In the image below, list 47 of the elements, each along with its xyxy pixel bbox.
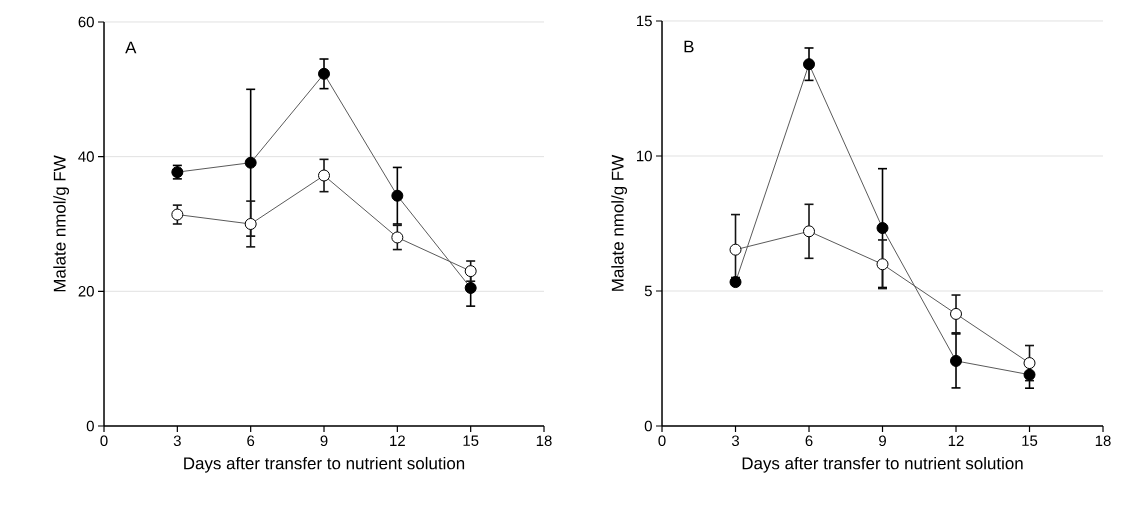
y-axis-title: Malate nmol/g FW: [611, 154, 628, 291]
x-tick-label: 3: [173, 435, 181, 447]
point: [318, 169, 331, 182]
point: [1023, 357, 1036, 370]
point: [318, 67, 331, 80]
y-tick-label: 5: [644, 285, 652, 297]
x-tick-label: 0: [100, 435, 108, 447]
point: [803, 58, 816, 71]
annotation: A: [125, 41, 137, 54]
point: [729, 243, 742, 256]
y-tick-label: 0: [644, 420, 652, 432]
point: [171, 208, 184, 221]
y-tick-label: 60: [78, 16, 94, 28]
x-tick-label: 9: [320, 435, 328, 447]
point: [464, 281, 477, 294]
x-tick-label: 18: [536, 435, 552, 447]
x-tick-label: 15: [1022, 435, 1038, 446]
x-tick-label: 6: [247, 435, 255, 447]
x-tick-label: 0: [658, 435, 666, 447]
point: [876, 222, 889, 235]
point: [464, 265, 477, 278]
x-tick-label: 12: [390, 435, 405, 446]
y-tick-label: 20: [78, 286, 94, 297]
x-tick-label: 3: [731, 435, 740, 447]
point: [876, 258, 889, 271]
point: [729, 276, 742, 289]
y-tick-label: 0: [86, 420, 94, 432]
y-tick-label: 40: [78, 151, 94, 162]
point: [244, 156, 257, 169]
x-tick-label: 15: [463, 435, 479, 446]
point: [950, 354, 963, 367]
x-tick-label: 6: [805, 435, 813, 447]
point: [244, 217, 257, 230]
y-axis-title: Malate nmol/g FW: [53, 155, 70, 292]
y-tick-label: 10: [637, 150, 652, 162]
point: [391, 231, 404, 244]
point: [803, 225, 816, 238]
point: [950, 307, 963, 320]
x-tick-label: 18: [1095, 435, 1111, 447]
x-axis-title: Days after transfer to nutrient solution: [742, 456, 1023, 473]
x-tick-label: 12: [948, 435, 964, 446]
point: [391, 189, 404, 202]
x-axis-title: Days after transfer to nutrient solution: [184, 456, 465, 473]
point: [1023, 368, 1036, 381]
x-tick-label: 9: [879, 435, 886, 447]
y-tick-label: 15: [637, 15, 652, 27]
annotation: B: [684, 40, 694, 53]
